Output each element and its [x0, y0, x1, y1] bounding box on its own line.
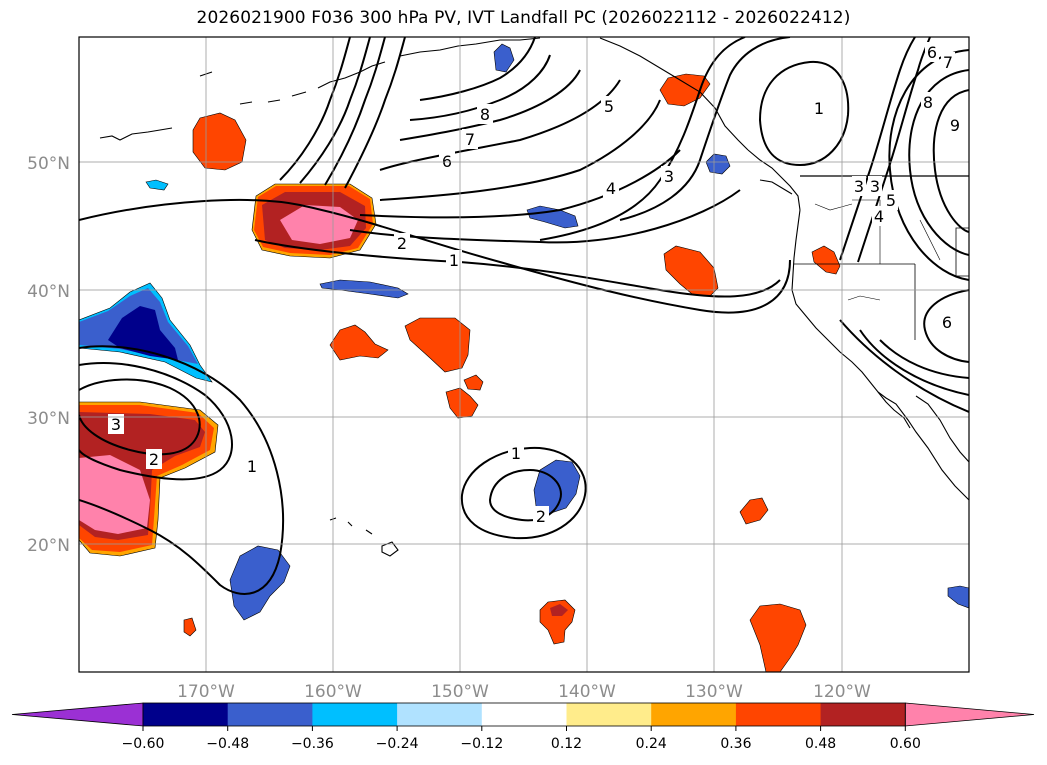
contour-label: 5 [604, 97, 614, 116]
colorbar-tick-label: −0.36 [291, 736, 334, 752]
colorbar-tick-label: 0.48 [805, 736, 836, 752]
lat-label-50n: 50°N [27, 154, 70, 174]
colorbar-tick-label: −0.24 [376, 736, 419, 752]
contour-label: 3 [870, 177, 880, 196]
contour-label: 1 [247, 457, 257, 476]
lat-label-40n: 40°N [27, 282, 70, 302]
colorbar-outline [142, 702, 906, 727]
contour-label: 3 [111, 415, 121, 434]
contour-label: 1 [449, 251, 459, 270]
contour-label: 2 [536, 507, 546, 526]
colorbar-tick-label: 0.12 [551, 736, 582, 752]
contour-label: 9 [950, 116, 960, 135]
colorbar-tick-label: 0.24 [636, 736, 667, 752]
contour-label: 6 [927, 43, 937, 62]
colorbar-segment [735, 703, 822, 726]
colorbar-tick-label: 0.60 [890, 736, 921, 752]
contour-label: 8 [480, 105, 490, 124]
lon-label-170w: 170°W [177, 682, 235, 702]
contour-labels: 2 1 4 3 5 6 7 8 1 3 3 4 5 6 [108, 42, 962, 526]
lon-label-130w: 130°W [685, 682, 743, 702]
contour-label: 2 [397, 234, 407, 253]
contour-label: 4 [874, 207, 884, 226]
colorbar-segment [481, 703, 567, 726]
gridlines [79, 37, 969, 672]
closed-contour-subtropic [460, 446, 587, 540]
contour-label: 2 [149, 450, 159, 469]
colorbar-tick-label: 0.36 [720, 736, 751, 752]
colorbar-segment [227, 703, 313, 726]
contour-label: 6 [942, 313, 952, 332]
lat-label-20n: 20°N [27, 536, 70, 556]
lat-label-30n: 30°N [27, 409, 70, 429]
contour-label: 8 [923, 93, 933, 112]
contour-label: 1 [511, 444, 521, 463]
contour-label: 3 [854, 177, 864, 196]
map-title: 2026021900 F036 300 hPa PV, IVT Landfall… [196, 8, 851, 28]
colorbar-segment [820, 703, 906, 726]
contour-label: 7 [943, 53, 953, 72]
lon-label-150w: 150°W [431, 682, 489, 702]
colorbar-segment [566, 703, 652, 726]
lon-label-160w: 160°W [304, 682, 362, 702]
contour-label: 1 [814, 99, 824, 118]
contour-label: 4 [606, 179, 616, 198]
lon-labels: 170°W 160°W 150°W 140°W 130°W 120°W [177, 682, 871, 702]
contour-label: 5 [886, 191, 896, 210]
colorbar-extend-max [904, 702, 1035, 727]
colorbar-tick-label: −0.48 [206, 736, 249, 752]
contour-label: 7 [465, 130, 475, 149]
lon-label-120w: 120°W [813, 682, 871, 702]
colorbar: −0.60 −0.48 −0.36 −0.24 −0.12 0.12 0.24 0.36 0.4… [11, 702, 1035, 752]
colorbar-segment [312, 703, 398, 726]
colorbar-tick-label: −0.60 [122, 736, 165, 752]
lat-labels: 50°N 40°N 30°N 20°N [27, 154, 70, 556]
lon-label-140w: 140°W [558, 682, 616, 702]
contour-label: 3 [664, 167, 674, 186]
colorbar-extend-min [11, 702, 144, 727]
closed-contour-west [79, 378, 201, 456]
colorbar-tick-label: −0.12 [460, 736, 503, 752]
map-frame [78, 36, 970, 673]
colorbar-segment [143, 703, 229, 726]
pv-negative-south [229, 545, 291, 621]
colorbar-segment [397, 703, 483, 726]
colorbar-segment [651, 703, 737, 726]
